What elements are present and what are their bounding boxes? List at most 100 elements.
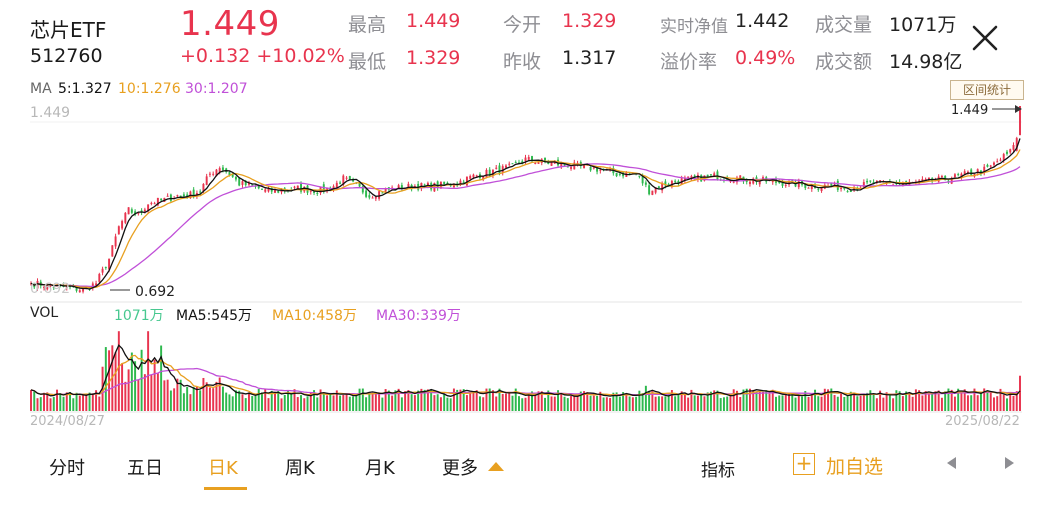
volume-bar [511,395,514,411]
volume-bar [716,390,719,411]
volume-bar [934,391,937,411]
volume-bar [905,391,908,411]
max-marker-label: 1.449 [951,103,988,118]
volume-bar [788,393,790,411]
volume-bar [143,374,146,411]
candle-body [849,190,852,193]
scroll-left-icon[interactable] [947,457,956,469]
volume-bar [609,398,612,411]
volume-bar [290,393,293,411]
volume-bar [911,396,914,411]
volume-bar [244,398,247,411]
volume-bar [472,392,475,411]
volume-bar [49,398,52,411]
candle-body [469,175,472,179]
volume-bar [947,388,950,411]
volume-bar [469,391,472,411]
volume-bar [95,390,98,411]
tab-intraday[interactable]: 分时 [49,458,85,479]
volume-bar [352,396,355,411]
volume-bar [1019,375,1021,411]
volume-bar [381,397,384,411]
volume-bar [527,394,530,411]
close-icon[interactable] [969,22,1001,54]
volume-bar [635,396,638,411]
scroll-right-icon[interactable] [1005,457,1014,469]
candle-body [267,187,270,192]
volume-bar [687,397,690,411]
indicator-button[interactable]: 指标 [701,461,735,481]
candle-body [781,182,784,186]
tab-weekly-k[interactable]: 周K [285,458,315,479]
volume-bar [771,389,774,411]
tab-daily-k[interactable]: 日K [208,458,238,479]
candle-body [804,183,807,188]
more-caret-icon[interactable] [488,462,504,471]
volume-bar [1002,394,1005,411]
volume-bar [602,397,605,411]
candle-body [953,174,956,178]
volume-bar [293,389,296,411]
candle-body [108,258,111,270]
volume-bar [433,395,436,411]
volume-bar [508,391,511,411]
volume-bar [160,345,163,411]
candle-body [143,209,146,212]
volume-bar [283,394,286,411]
candle-body [534,162,537,164]
candle-body [121,221,124,229]
volume-bar [241,394,244,411]
candle-body [762,177,764,180]
candle-body [553,161,556,164]
candle-body [573,162,576,170]
volume-bar [316,397,319,411]
volume-bar [596,395,599,411]
volume-bar [589,395,592,411]
add-icon[interactable]: + [793,453,815,475]
volume-bar [628,396,631,411]
volume-bar [875,398,878,411]
volume-bar [98,396,101,411]
candle-body [134,211,137,215]
candle-body [491,170,494,176]
volume-bar [846,395,849,411]
candle-body [215,169,218,177]
volume-bar [75,392,78,411]
candle-body [443,181,446,185]
candle-body [999,159,1002,161]
tab-monthly-k[interactable]: 月K [365,458,395,479]
candle-body [537,162,540,164]
add-watchlist-button[interactable]: 加自选 [826,456,884,478]
volume-bar [901,396,904,411]
volume-bar [966,395,969,411]
volume-bar [833,395,836,411]
volume-bar [488,388,491,411]
high-value: 1.449 [406,10,461,32]
volume-bar [579,391,582,411]
volume-bar [661,396,664,411]
volume-bar [452,388,455,411]
ma5-legend: 5:1.327 [58,81,112,97]
volume-bar [940,397,943,411]
candle-body [830,183,833,187]
candle-body [277,190,280,193]
candle-body [361,186,364,193]
volume-bar [592,395,595,411]
volume-bar [979,391,982,411]
candle-body [368,195,371,198]
candle-body [46,283,49,290]
volume-bar [182,393,185,411]
tab-more[interactable]: 更多 [442,458,478,479]
candle-body [648,185,651,195]
volume-bar [953,396,956,411]
volume-bar [817,396,820,411]
range-stats-button[interactable]: 区间统计 [950,80,1024,100]
volume-bar [186,386,189,411]
volume-bar [638,390,641,411]
tab-five-day[interactable]: 五日 [127,458,163,479]
volume-bar [849,391,852,411]
candle-body [921,179,924,181]
volume-bar [573,395,576,411]
candle-body [843,186,846,189]
volume-bar [449,398,452,411]
